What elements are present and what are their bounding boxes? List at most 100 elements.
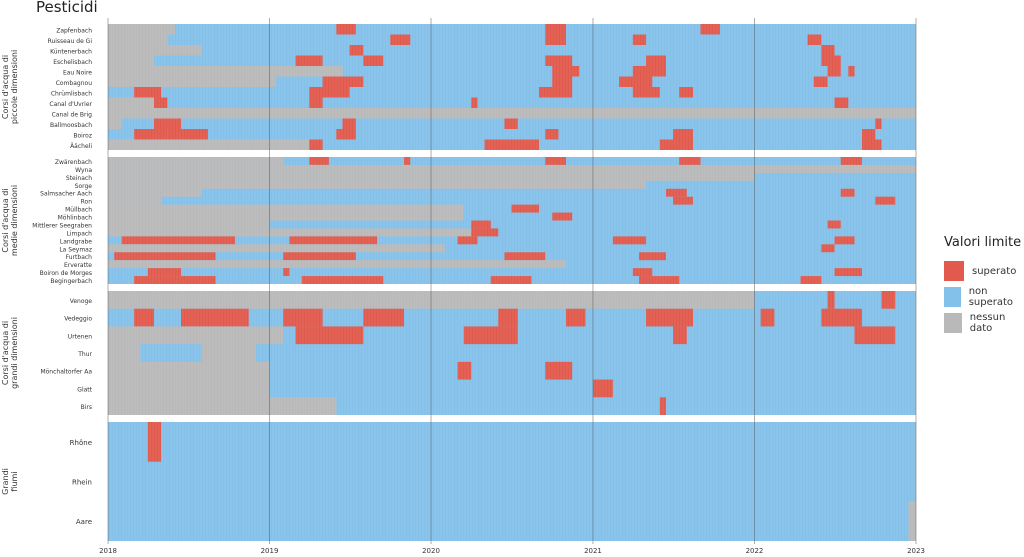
- heat-cell: [854, 326, 896, 345]
- heat-cell: [471, 228, 499, 237]
- heat-cell: [504, 252, 546, 261]
- heat-cell: [140, 344, 202, 362]
- heat-cell: [471, 97, 478, 108]
- heat-cell: [108, 97, 155, 108]
- group-label: medie dimensioni: [10, 185, 19, 256]
- heat-cell: [463, 326, 518, 345]
- heat-cell: [457, 236, 478, 245]
- heat-cell: [108, 228, 472, 237]
- heat-cell: [490, 276, 532, 284]
- row-label: Aare: [76, 518, 92, 526]
- heat-cell: [827, 291, 835, 309]
- heat-cell: [108, 212, 464, 221]
- heat-cell: [545, 129, 559, 140]
- heat-cell: [108, 326, 284, 345]
- row-label: Furtbach: [66, 254, 93, 261]
- heat-cell: [834, 97, 849, 108]
- heat-cell: [167, 129, 209, 140]
- heat-cell: [349, 45, 364, 56]
- heat-cell: [659, 397, 666, 415]
- heat-cell: [108, 220, 270, 229]
- heat-cell: [108, 139, 310, 150]
- heat-cell: [404, 157, 411, 165]
- heat-cell: [342, 118, 356, 129]
- heat-cell: [545, 55, 573, 66]
- heat-cell: [181, 308, 249, 327]
- heat-cell: [646, 55, 666, 66]
- heat-cell: [673, 129, 693, 140]
- heat-cell: [108, 204, 464, 213]
- panel-background: [108, 422, 916, 541]
- row-label: Ruisseau de Gi: [48, 38, 93, 45]
- x-tick-label: 2020: [422, 547, 440, 555]
- heat-cell: [108, 66, 284, 77]
- legend-label-superato: superato: [972, 265, 1017, 277]
- heat-cell: [309, 139, 323, 150]
- heat-cell: [108, 45, 202, 56]
- legend-item-nessun-dato: nessun dato: [944, 310, 1024, 336]
- heat-cell: [108, 188, 202, 197]
- row-label: Wyna: [75, 167, 92, 174]
- heat-cell: [295, 55, 323, 66]
- legend-item-non-superato: non superato: [944, 284, 1024, 310]
- heat-cell: [108, 244, 445, 253]
- row-label: Combagnou: [56, 80, 92, 87]
- heat-cell: [800, 276, 822, 284]
- heat-cell: [545, 361, 573, 380]
- heat-cell: [336, 24, 356, 35]
- heat-cell: [134, 87, 162, 98]
- heat-cell: [511, 204, 539, 213]
- row-label: Urtenen: [68, 333, 92, 340]
- heat-cell: [108, 361, 270, 380]
- row-label: Äächeli: [70, 143, 92, 150]
- heat-cell: [545, 157, 566, 165]
- heat-cell: [760, 308, 775, 327]
- row-label: Rhein: [72, 479, 92, 487]
- heat-cell: [108, 397, 337, 415]
- heat-cell: [679, 87, 693, 98]
- heat-cell: [108, 164, 916, 173]
- heat-cell: [821, 45, 835, 56]
- heat-cell: [862, 129, 876, 140]
- heat-cell: [840, 188, 855, 197]
- row-label: Boiroz: [73, 132, 92, 139]
- heat-cell: [827, 220, 841, 229]
- legend: Valori limite superato non superato ness…: [944, 235, 1024, 336]
- chart-title: Pesticidi: [36, 0, 98, 16]
- heat-cell: [322, 76, 364, 87]
- row-label: Vedeggio: [64, 316, 92, 323]
- heat-cell: [545, 24, 566, 35]
- row-label: Möhlinbach: [58, 215, 93, 222]
- row-label: Küntenerbach: [50, 48, 92, 55]
- heat-cell: [638, 276, 680, 284]
- heat-cell: [632, 268, 653, 277]
- heat-cell: [108, 260, 566, 269]
- group-label: Grandi: [1, 468, 10, 495]
- heat-cell: [881, 291, 896, 309]
- heat-cell: [309, 87, 350, 98]
- heat-cell: [134, 276, 216, 284]
- group-label: piccole dimensioni: [10, 50, 19, 124]
- heat-cell: [121, 236, 235, 245]
- group-label: Corsi d'acqua di: [1, 188, 10, 252]
- heat-cell: [471, 220, 491, 229]
- row-label: Rhône: [70, 439, 92, 447]
- heat-cell: [875, 196, 896, 205]
- row-label: Eschelisbach: [53, 59, 92, 66]
- heat-cell: [679, 157, 701, 165]
- heat-cell: [498, 308, 518, 327]
- heat-cell: [565, 308, 586, 327]
- heat-cell: [807, 34, 822, 45]
- heat-cell: [592, 379, 613, 398]
- heat-cell: [147, 422, 162, 462]
- heat-cell: [309, 157, 329, 165]
- row-label: Ron: [81, 199, 93, 206]
- legend-title: Valori limite: [944, 235, 1022, 250]
- heat-cell: [821, 244, 835, 253]
- heat-cell: [665, 188, 687, 197]
- row-label: La Seymaz: [59, 246, 92, 253]
- heat-cell: [108, 196, 162, 205]
- heat-cell: [834, 268, 863, 277]
- legend-label-nessun-dato: nessun dato: [969, 312, 1006, 334]
